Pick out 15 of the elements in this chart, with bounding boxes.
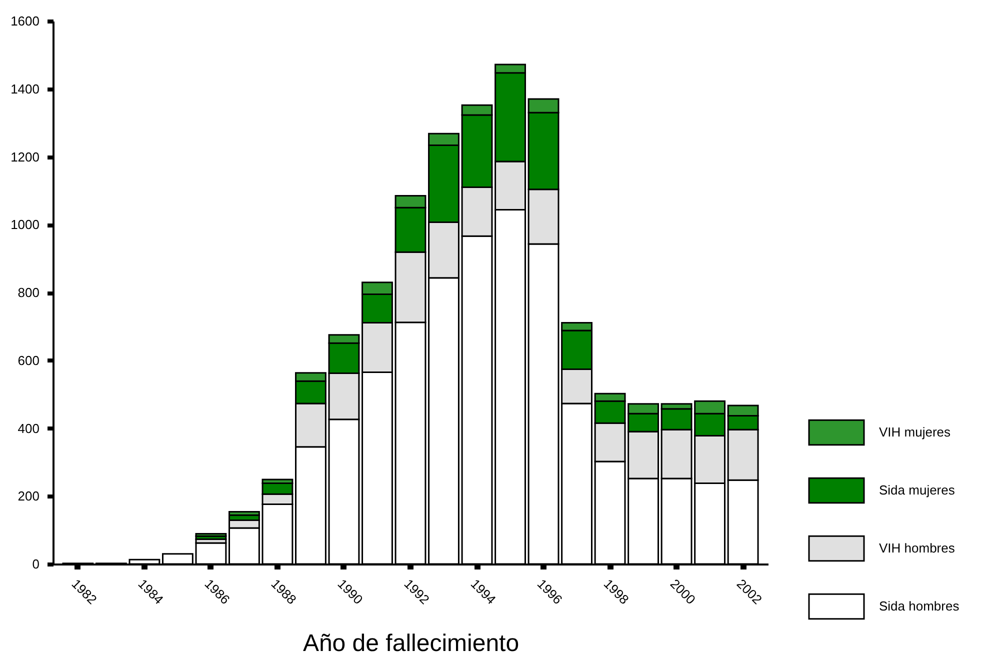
y-tick-label: 1200 [10, 149, 40, 164]
legend-label: VIH mujeres [879, 424, 952, 440]
legend-label: Sida hombres [879, 598, 960, 614]
y-tick-label: 200 [18, 488, 40, 504]
y-tick-label: 1400 [10, 81, 40, 96]
bar [195, 533, 227, 537]
y-tick-label: 400 [18, 420, 40, 436]
legend-label: VIH hombres [879, 540, 956, 556]
y-tick-label: 0 [32, 556, 40, 572]
legend-label: Sida mujeres [879, 482, 956, 498]
y-tick-label: 800 [18, 285, 40, 300]
y-tick-label: 600 [18, 352, 40, 368]
x-axis-title: Año de fallecimiento [302, 630, 520, 658]
y-tick-label: 1000 [10, 217, 40, 232]
y-tick-label: 1600 [10, 14, 40, 28]
